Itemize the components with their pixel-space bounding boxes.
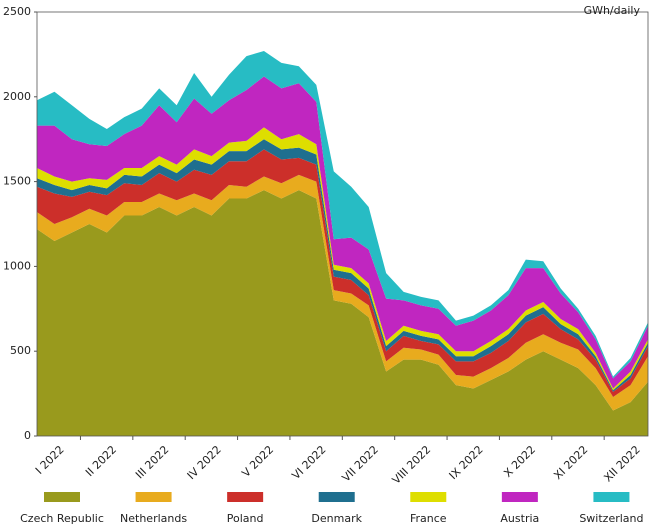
legend-swatch <box>501 492 538 502</box>
x-tick-label: XII 2022 <box>601 443 642 484</box>
legend-swatch <box>593 492 630 502</box>
y-tick-label: 2000 <box>3 90 31 103</box>
x-tick-label: IX 2022 <box>447 443 486 482</box>
legend-swatch <box>318 492 355 502</box>
x-tick-label: VI 2022 <box>289 443 328 482</box>
plot-area <box>37 51 648 436</box>
x-tick-label: VII 2022 <box>340 443 381 484</box>
y-axis-title: GWh/daily <box>584 4 641 17</box>
area <box>37 51 648 379</box>
area <box>37 190 648 436</box>
legend-swatch <box>410 492 447 502</box>
y-tick-label: 500 <box>10 344 31 357</box>
legend-swatch <box>135 492 172 502</box>
legend-label: Poland <box>227 512 264 525</box>
legend-label: France <box>410 512 447 525</box>
y-tick-label: 2500 <box>3 5 31 18</box>
x-tick-label: VIII 2022 <box>390 443 434 487</box>
x-tick-label: V 2022 <box>239 443 276 480</box>
area <box>37 174 648 411</box>
x-tick-label: IV 2022 <box>185 443 224 482</box>
y-tick-label: 1000 <box>3 259 31 272</box>
x-tick-label: XI 2022 <box>551 443 590 482</box>
legend-label: Netherlands <box>120 512 187 525</box>
x-tick-label: III 2022 <box>133 443 171 481</box>
y-tick-label: 1500 <box>3 175 31 188</box>
legend-label: Austria <box>500 512 539 525</box>
x-tick-label: I 2022 <box>33 443 67 477</box>
legend-label: Denmark <box>311 512 362 525</box>
x-tick-label: X 2022 <box>501 443 538 480</box>
legend-swatch <box>227 492 264 502</box>
legend-swatch <box>44 492 80 502</box>
legend-label: Czech Republic <box>20 512 104 525</box>
y-tick-label: 0 <box>24 429 31 442</box>
x-tick-label: II 2022 <box>83 443 119 479</box>
area <box>37 76 648 389</box>
legend-label: Switzerland <box>579 512 643 525</box>
